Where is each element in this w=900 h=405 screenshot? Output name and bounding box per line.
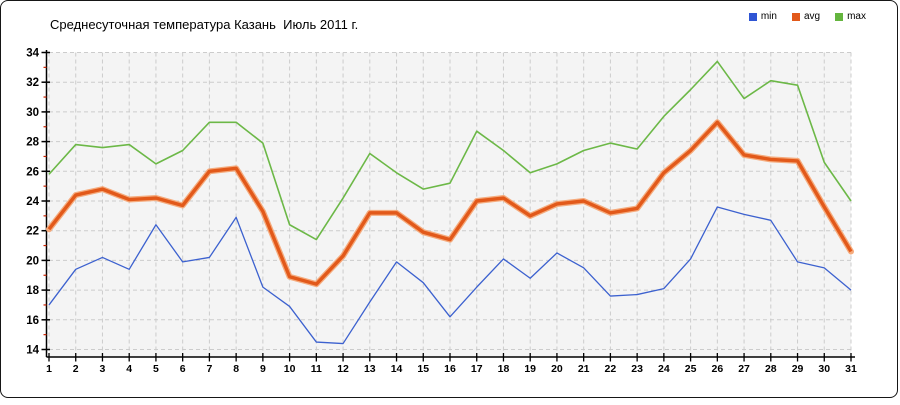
x-tick-label: 3 — [100, 363, 106, 375]
x-tick-label: 23 — [631, 363, 643, 375]
x-tick-label: 14 — [391, 363, 403, 375]
y-tick-label: 26 — [26, 166, 39, 178]
avg-series-line — [47, 120, 853, 286]
x-tick-label: 19 — [524, 363, 536, 375]
min-series-line — [48, 206, 852, 345]
x-tick-label: 28 — [765, 363, 777, 375]
y-tick-label: 14 — [26, 345, 39, 357]
x-tick-label: 22 — [605, 363, 617, 375]
x-tick-label: 11 — [311, 363, 322, 375]
max-series-swatch — [835, 12, 844, 21]
x-tick-label: 10 — [284, 363, 296, 375]
y-tick-label: 32 — [26, 77, 39, 89]
y-tick-label: 24 — [26, 196, 39, 208]
x-tick-label: 8 — [233, 363, 239, 375]
x-tick-label: 16 — [444, 363, 456, 375]
avg-series-swatch — [791, 12, 800, 21]
max-series-line — [48, 60, 852, 241]
x-tick-label: 7 — [206, 363, 212, 375]
y-tick-label: 22 — [26, 226, 39, 238]
chart-legend: min avg max — [748, 11, 866, 22]
min-series-swatch — [748, 12, 757, 21]
legend-item-max: max — [835, 11, 866, 22]
y-tick-label: 30 — [26, 107, 39, 119]
x-axis-ticks: 1 2 3 4 5 6 7 8 9 10 11 12 13 14 15 16 17 18 19 20 21 22 23 24 2… — [46, 353, 857, 375]
x-tick-label: 27 — [738, 363, 750, 375]
x-tick-label: 5 — [153, 363, 159, 375]
x-tick-label: 29 — [792, 363, 804, 375]
axes — [45, 50, 855, 358]
x-tick-label: 6 — [180, 363, 186, 375]
legend-label-avg: avg — [803, 11, 821, 22]
x-tick-label: 30 — [818, 363, 830, 375]
x-tick-label: 15 — [417, 363, 429, 375]
x-tick-label: 21 — [578, 363, 590, 375]
x-tick-label: 9 — [260, 363, 266, 375]
legend-label-min: min — [760, 11, 777, 22]
x-tick-label: 13 — [364, 363, 376, 375]
page-title: Среднесуточная температура Казань Июль 2… — [50, 17, 359, 32]
x-tick-label: 24 — [658, 363, 670, 375]
x-tick-label: 31 — [845, 363, 857, 375]
x-tick-label: 26 — [711, 363, 723, 375]
y-tick-label: 20 — [26, 255, 39, 267]
x-tick-label: 2 — [73, 363, 79, 375]
legend-label-max: max — [847, 11, 866, 22]
y-tick-label: 18 — [26, 285, 39, 297]
y-tick-label: 16 — [26, 315, 39, 327]
x-tick-label: 25 — [685, 363, 697, 375]
y-tick-label: 28 — [26, 137, 39, 149]
x-tick-label: 4 — [126, 363, 132, 375]
x-tick-label: 20 — [551, 363, 563, 375]
x-tick-label: 17 — [471, 363, 483, 375]
legend-item-min: min — [748, 11, 777, 22]
legend-item-avg: avg — [791, 11, 821, 22]
y-tick-label: 34 — [26, 48, 39, 60]
y-axis-ticks: 14 16 18 20 22 24 26 28 30 32 34 — [26, 48, 50, 357]
x-tick-label: 1 — [46, 363, 52, 375]
x-tick-label: 12 — [337, 363, 349, 375]
x-tick-label: 18 — [498, 363, 510, 375]
